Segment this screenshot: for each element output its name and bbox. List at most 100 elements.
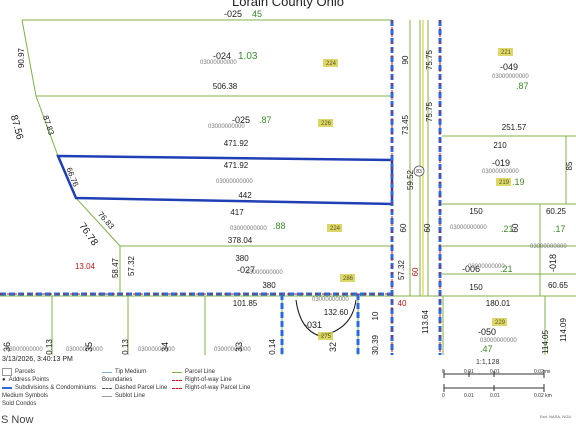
- dimension-label: 60.65: [548, 281, 569, 290]
- dimension-label: 73.45: [401, 114, 410, 135]
- dimension-label: 0.13: [121, 339, 130, 355]
- dimension-label: 380: [262, 281, 276, 290]
- badge-bg: [498, 48, 513, 56]
- timestamp: 3/13/2026, 3:40:13 PM: [2, 356, 73, 363]
- parcel-acres: .87: [259, 115, 272, 125]
- legend-item: Subdivisions & Condominiums: [2, 384, 96, 392]
- parcel-id: 03000000000: [214, 347, 251, 353]
- legend-item: Tip Medium: [102, 368, 167, 376]
- legend-panel: 3/13/2026, 3:40:13 PM Parcels ● Address P…: [0, 355, 576, 432]
- badge-bg: [318, 119, 333, 127]
- parcel-id: 03000000000: [312, 297, 349, 303]
- right-of-way-lines: [0, 20, 441, 355]
- dimension-label: 251.57: [502, 123, 527, 132]
- map-credit: Esri, NASA, NGA: [540, 414, 571, 419]
- dimension-label: 90: [401, 55, 410, 64]
- parcel-acres: .88: [273, 221, 286, 231]
- parcel-acres: .47: [480, 344, 493, 354]
- legend-item: Dashed Parcel Line: [102, 384, 167, 392]
- parcel-id: 03000000000: [482, 169, 519, 175]
- dimension-label: 506.38: [213, 82, 238, 91]
- parcel-number: -025: [224, 9, 242, 19]
- scale-ratio: 1:1,128: [476, 359, 500, 366]
- parcel-number: -018: [548, 254, 558, 272]
- lot-number: 36: [2, 342, 12, 352]
- parcel-map[interactable]: 83 -025 45 -024 1.03 -025 .87 .88 -027 -…: [0, 0, 576, 355]
- parcel-id: 03000000000: [200, 60, 237, 66]
- parcel-id: 03000000000: [230, 226, 267, 232]
- route-number: 83: [416, 169, 422, 175]
- dimension-label: 380: [235, 254, 249, 263]
- parcel-number: -050: [478, 327, 496, 337]
- lot-number: 32: [328, 342, 338, 352]
- legend-item: Sublot Line: [102, 392, 167, 400]
- parcel-lines: [0, 19, 576, 355]
- badge-text: 275: [321, 334, 332, 340]
- curve-line: [295, 299, 357, 337]
- parcels-swatch-icon: [2, 368, 12, 376]
- dimension-label: 60: [511, 223, 520, 232]
- parcel-id: 03000000000: [492, 74, 529, 80]
- legend-item: Right-of-way Parcel Line: [172, 384, 250, 392]
- dimension-label: 210: [493, 141, 507, 150]
- boundary-lines: [0, 20, 442, 355]
- row-swatch-icon: [172, 379, 182, 381]
- dimension-label: 180.01: [486, 299, 511, 308]
- scale-bar: 1:1,128 0 0.01 0.01 0.02 mi 0 0.01 0.01 …: [440, 357, 576, 407]
- dimension-label: 150: [469, 283, 483, 292]
- dimension-label: 76.83: [96, 210, 116, 232]
- row-parcel-swatch-icon: [172, 387, 182, 389]
- legend-item: Sold Condos: [2, 401, 37, 407]
- dimension-label: 113.64: [421, 310, 430, 334]
- badge-bg: [496, 178, 511, 186]
- parcel-number: -027: [237, 265, 255, 275]
- dimension-label: 60: [423, 223, 432, 232]
- subdivision-swatch-icon: [2, 387, 12, 389]
- legend-item: ● Address Points: [2, 377, 49, 383]
- dimension-label: 57.32: [127, 255, 136, 276]
- scale-bar-graphic: [443, 370, 545, 392]
- dimension-label: 60: [411, 267, 420, 276]
- dimension-label: 76.78: [76, 221, 100, 248]
- legend-column-3: Parcel Line Right-of-way Line Right-of-w…: [172, 368, 250, 392]
- parcel-id: 03000000000: [530, 244, 567, 250]
- dimension-label: 471.92: [224, 139, 249, 148]
- dimension-label: 30.39: [371, 334, 380, 355]
- badge-text: 224: [330, 226, 341, 232]
- legend-item: Parcels: [2, 368, 96, 376]
- sublot-swatch-icon: [102, 395, 112, 397]
- watermark: S Now: [1, 414, 34, 426]
- dimension-label: 0.14: [268, 339, 277, 355]
- dimension-label: 13.04: [75, 262, 96, 271]
- dimension-label: 132.60: [324, 308, 349, 317]
- parcel-id: 03000000000: [480, 338, 517, 344]
- legend-column-1: Parcels ● Address Points Subdivisions & C…: [2, 368, 96, 408]
- parcel-id: 03000000000: [138, 347, 175, 353]
- legend-item: Parcel Line: [172, 368, 250, 376]
- badge-text: 226: [321, 121, 332, 127]
- parcel-number: -024: [213, 51, 231, 61]
- dimension-label: 101.85: [233, 299, 258, 308]
- dimension-label: 150: [469, 207, 483, 216]
- route-shield-icon: [413, 165, 425, 177]
- parcel-number: -006: [462, 264, 480, 274]
- lot-number: 34: [160, 342, 170, 352]
- badge-bg: [323, 59, 338, 67]
- parcel-number: -049: [500, 62, 518, 72]
- legend-item: Medium Symbols: [2, 393, 49, 399]
- dimension-label: 60: [399, 223, 408, 232]
- badge-text: 286: [343, 276, 354, 282]
- dimension-label: 90.97: [17, 47, 26, 68]
- address-point-icon: ●: [2, 377, 6, 383]
- dimension-label: 75.75: [425, 49, 434, 70]
- lot-number: 35: [84, 342, 94, 352]
- dimension-label: 60.25: [546, 207, 567, 216]
- badge-backgrounds: [318, 48, 513, 340]
- parcel-acres: .21: [500, 264, 513, 274]
- dimension-label: 87.56: [8, 114, 25, 141]
- parcel-acres: .21: [501, 224, 514, 234]
- dimension-label: 58.47: [111, 257, 120, 278]
- lot-number: 33: [234, 342, 244, 352]
- parcel-acres: .87: [516, 81, 529, 91]
